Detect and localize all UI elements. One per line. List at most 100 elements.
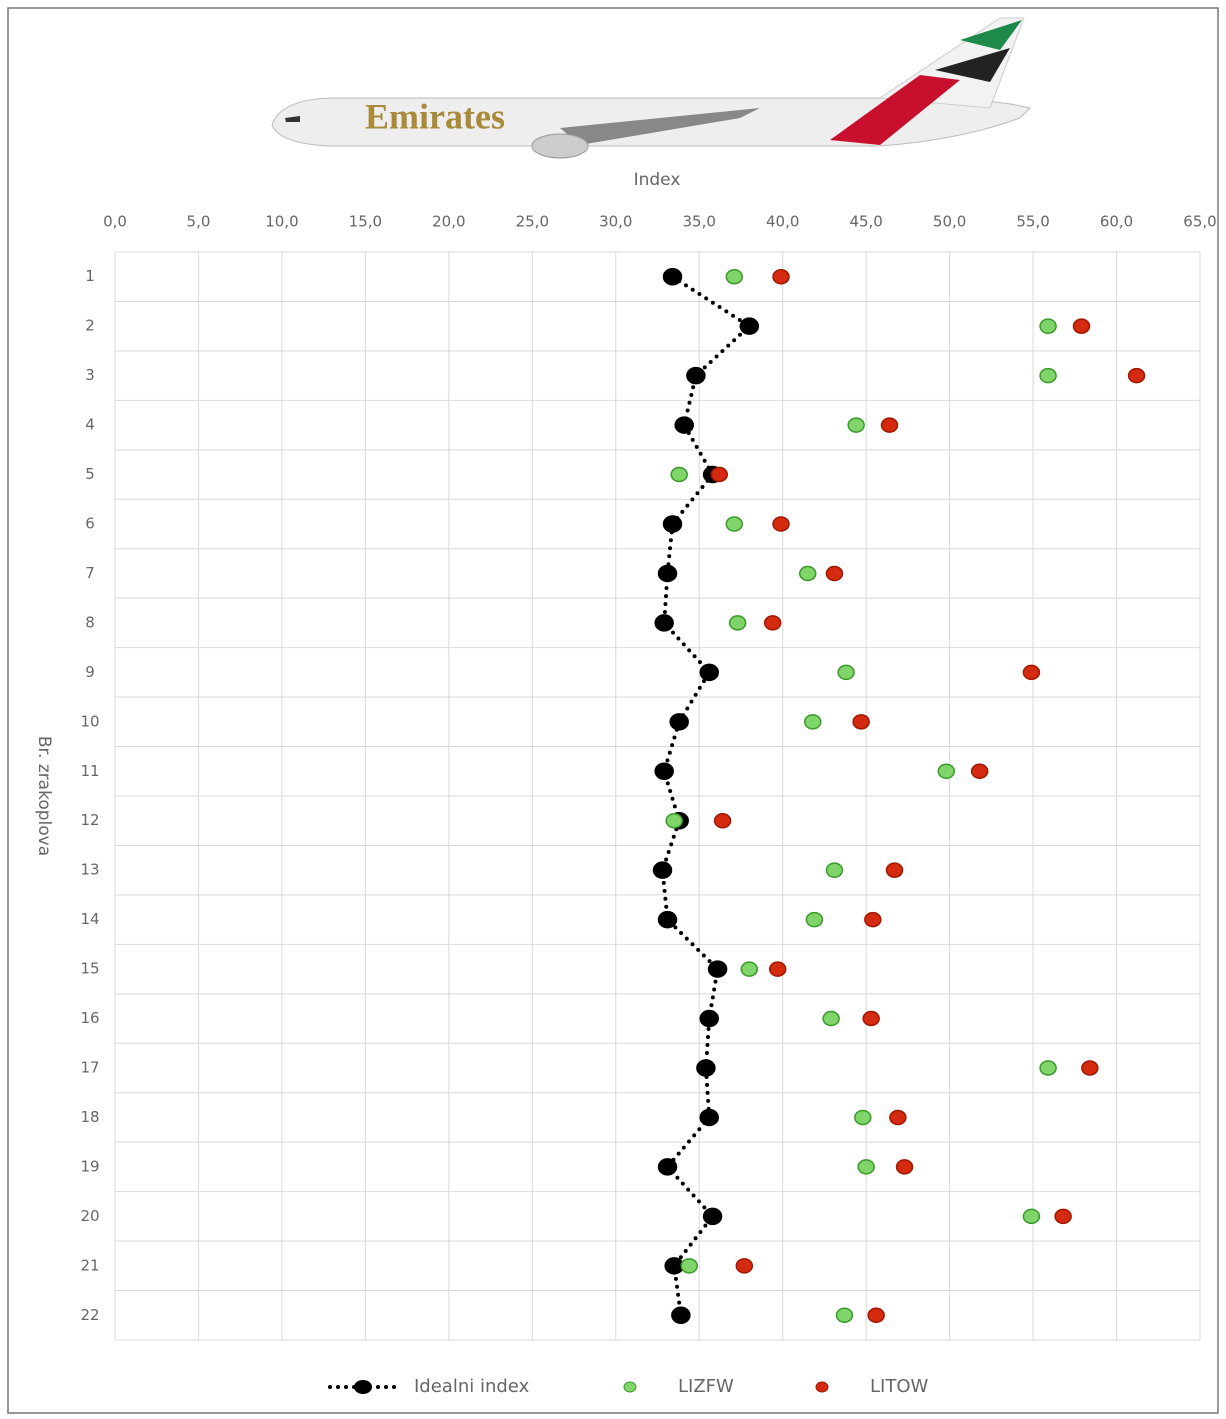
- point: [867, 1307, 885, 1324]
- frame: [7, 7, 1219, 1414]
- x-tick-label: 40,0: [766, 213, 799, 231]
- x-tick-label: 45,0: [849, 213, 882, 231]
- point: [699, 1009, 719, 1028]
- point: [847, 417, 865, 433]
- point: [1054, 1208, 1072, 1225]
- point: [735, 1258, 754, 1274]
- series-line: [660, 274, 753, 1318]
- point: [837, 664, 855, 681]
- legend-marker: [354, 1380, 372, 1394]
- point: [740, 961, 759, 977]
- y-tick-label: 12: [80, 811, 99, 829]
- point: [654, 614, 674, 632]
- point: [665, 812, 683, 829]
- y-tick-label: 3: [85, 366, 95, 384]
- y-tick-label: 21: [80, 1256, 99, 1274]
- point: [725, 516, 744, 532]
- point: [699, 1108, 719, 1127]
- x-tick-label: 5,0: [187, 213, 211, 231]
- point: [662, 267, 683, 286]
- y-tick-label: 20: [80, 1207, 99, 1225]
- y-tick-label: 1: [85, 267, 95, 285]
- point: [864, 911, 882, 928]
- y-tick-label: 8: [85, 613, 95, 631]
- x-tick-label: 65,0: [1183, 213, 1216, 231]
- point: [852, 714, 870, 730]
- x-tick-label: 15,0: [349, 213, 382, 231]
- point: [674, 416, 694, 434]
- point: [835, 1307, 854, 1324]
- x-tick-label: 60,0: [1100, 213, 1133, 231]
- point: [862, 1010, 880, 1027]
- y-tick-label: 11: [80, 762, 99, 780]
- y-tick-label: 5: [85, 465, 95, 483]
- x-tick-label: 30,0: [599, 213, 632, 231]
- point: [662, 515, 683, 533]
- point: [1039, 318, 1057, 334]
- point: [739, 317, 760, 335]
- x-tick-label: 50,0: [933, 213, 966, 231]
- point: [803, 714, 822, 730]
- x-tick-label: 55,0: [1016, 213, 1049, 231]
- airplane: Emirates: [271, 17, 1031, 159]
- y-axis-title: Br. zrakoplova: [34, 736, 54, 856]
- point: [805, 911, 824, 928]
- point: [1039, 1060, 1057, 1076]
- y-tick-label: 9: [85, 663, 95, 681]
- point: [652, 861, 673, 879]
- y-tick-label: 18: [80, 1108, 99, 1126]
- y-tick-label: 19: [80, 1157, 99, 1175]
- x-tick-label: 10,0: [265, 213, 298, 231]
- point: [1081, 1060, 1099, 1076]
- legend-marker: [623, 1381, 637, 1393]
- point: [798, 565, 817, 582]
- y-tick-label: 15: [80, 960, 99, 978]
- point: [680, 1258, 698, 1274]
- point: [1022, 664, 1041, 681]
- y-tick-label: 14: [80, 910, 99, 928]
- point: [699, 663, 719, 682]
- point: [763, 615, 782, 631]
- point: [825, 862, 844, 878]
- legend-marker: [815, 1381, 829, 1393]
- point: [822, 1010, 840, 1027]
- y-tick-label: 17: [80, 1059, 99, 1077]
- point: [671, 1306, 691, 1325]
- x-axis-title: Index: [634, 170, 681, 190]
- point: [825, 565, 844, 582]
- point: [970, 763, 989, 780]
- y-tick-label: 6: [85, 515, 95, 533]
- point: [895, 1159, 914, 1175]
- y-tick-label: 16: [80, 1009, 99, 1027]
- y-tick-label: 13: [80, 861, 99, 879]
- point: [937, 763, 956, 780]
- y-tick-label: 4: [85, 416, 95, 434]
- point: [657, 564, 678, 583]
- point: [772, 268, 790, 285]
- point: [885, 862, 904, 878]
- point: [728, 615, 747, 631]
- legend-label: LIZFW: [678, 1376, 734, 1397]
- point: [1072, 318, 1091, 334]
- point: [654, 762, 674, 781]
- logo-text: Emirates: [365, 96, 505, 136]
- point: [707, 960, 728, 978]
- point: [1127, 367, 1146, 384]
- point: [710, 466, 729, 483]
- legend-label: Idealni index: [414, 1376, 530, 1397]
- legend-label: LITOW: [870, 1376, 929, 1397]
- point: [702, 1207, 723, 1226]
- point: [1039, 367, 1057, 384]
- point: [768, 961, 787, 977]
- x-tick-label: 25,0: [516, 213, 549, 231]
- point: [880, 417, 899, 433]
- y-tick-label: 10: [80, 712, 99, 730]
- point: [889, 1109, 907, 1126]
- x-tick-label: 0,0: [103, 213, 127, 231]
- point: [1022, 1208, 1041, 1225]
- point: [713, 812, 732, 829]
- point: [657, 910, 678, 929]
- x-tick-label: 20,0: [432, 213, 465, 231]
- point: [657, 1158, 678, 1176]
